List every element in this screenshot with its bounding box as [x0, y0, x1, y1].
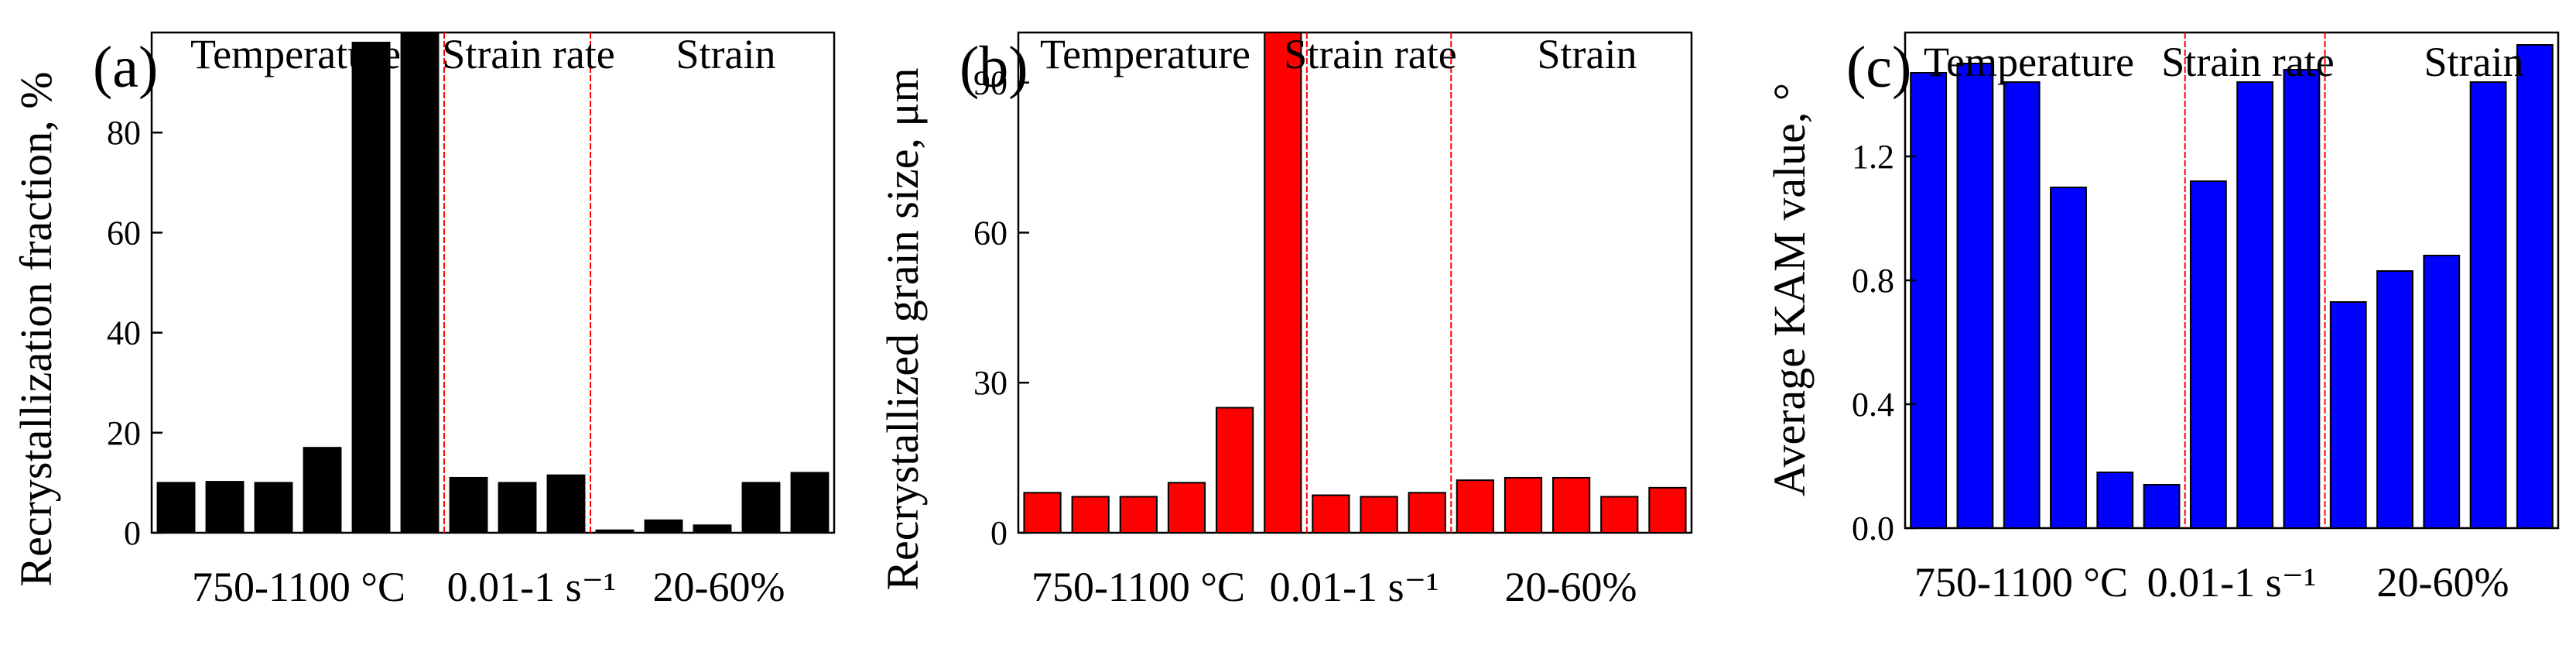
- y-axis-label: Recrystallization fraction, %: [11, 71, 61, 586]
- group-title: Temperature: [1040, 31, 1250, 77]
- y-axis-label: Recrystallized grain size, μm: [877, 67, 928, 590]
- y-tick-label: 60: [973, 214, 1007, 252]
- bar-10: [2329, 301, 2367, 529]
- plot-frame: [1904, 31, 2560, 530]
- panel-a: 0 20 40 60 80 Recrystallization fraction, % (a…: [11, 31, 836, 610]
- y-tick-label: 0.4: [1852, 386, 1894, 424]
- bar-11: [1504, 476, 1543, 534]
- y-tick-label: 0.0: [1852, 510, 1894, 547]
- bar-14: [2516, 44, 2554, 529]
- bar-9: [546, 474, 586, 534]
- group-range-label: 0.01-1 s⁻¹: [1270, 564, 1439, 610]
- y-tick-label: 0.8: [1852, 262, 1894, 300]
- panel-label: (a): [93, 35, 158, 100]
- bar-8: [498, 482, 537, 534]
- y-tick-label: 60: [107, 214, 141, 252]
- panel-label: (c): [1846, 35, 1911, 100]
- y-tick-label: 40: [107, 314, 141, 352]
- group-title: Temperature: [190, 31, 401, 77]
- bar-6: [2143, 484, 2181, 529]
- bar-7: [449, 476, 488, 534]
- group-title: Strain: [676, 31, 776, 77]
- group-range-label: 20-60%: [1505, 564, 1637, 610]
- y-tick-label: 30: [973, 364, 1007, 402]
- group-range-label: 750-1100 °C: [192, 564, 405, 610]
- bar-1: [156, 482, 196, 534]
- bar-3: [1119, 496, 1158, 534]
- bar-6: [400, 32, 440, 534]
- y-tick-label: 0: [124, 514, 141, 552]
- panel-label: (b): [960, 35, 1028, 100]
- group-title: Strain: [2424, 39, 2524, 85]
- y-tick-label: 90: [973, 64, 1007, 102]
- bar-12: [1552, 476, 1591, 534]
- bar-8: [2236, 81, 2274, 529]
- bar-8: [1360, 496, 1398, 534]
- group-title: Strain rate: [2161, 39, 2334, 85]
- group-title: Strain rate: [1284, 31, 1456, 77]
- bar-10: [595, 529, 635, 534]
- bar-11: [644, 519, 683, 534]
- y-tick-label: 20: [107, 414, 141, 452]
- plot-frame: [1017, 31, 1693, 534]
- bar-7: [2189, 180, 2227, 529]
- group-range-label: 750-1100 °C: [1031, 564, 1245, 610]
- bar-10: [1456, 479, 1494, 534]
- group-range-label: 750-1100 °C: [1914, 559, 2128, 606]
- panel-c: 0.0 0.4 0.8 1.2 Average KAM value, ° (c) Tempe…: [1764, 31, 2560, 606]
- bar-7: [1312, 494, 1350, 534]
- group-range-label: 20-60%: [2377, 559, 2509, 606]
- bar-11: [2376, 270, 2414, 529]
- bar-1: [1023, 492, 1062, 534]
- bar-2: [205, 481, 245, 534]
- bar-14: [1648, 486, 1687, 534]
- y-tick-label: 80: [107, 114, 141, 152]
- y-tick-label: 1.2: [1852, 138, 1894, 176]
- bar-12: [693, 524, 732, 534]
- bar-14: [790, 472, 830, 534]
- bar-2: [1071, 496, 1110, 534]
- plot-frame: [150, 31, 836, 534]
- group-title: Temperature: [1924, 39, 2134, 85]
- bar-6: [1264, 32, 1302, 534]
- group-range-label: 0.01-1 s⁻¹: [447, 564, 617, 610]
- bar-5: [351, 41, 391, 534]
- bar-4: [303, 447, 342, 534]
- bar-13: [1600, 496, 1639, 534]
- group-range-label: 0.01-1 s⁻¹: [2147, 559, 2317, 606]
- bar-5: [2096, 472, 2134, 529]
- panels: 0 20 40 60 80 Recrystallization fraction, % (a…: [11, 31, 2560, 610]
- panel-b: 0 30 60 90 Recrystallized grain size, μm (b) T…: [877, 31, 1693, 610]
- bar-13: [2469, 81, 2507, 529]
- y-axis-label: Average KAM value, °: [1764, 83, 1815, 496]
- bar-2: [1956, 63, 1994, 529]
- bar-13: [741, 482, 781, 534]
- bar-12: [2423, 255, 2461, 529]
- bar-4: [1167, 482, 1206, 534]
- group-title: Strain rate: [442, 31, 614, 77]
- y-tick-label: 0: [990, 514, 1007, 552]
- group-range-label: 20-60%: [653, 564, 785, 610]
- bar-9: [1408, 492, 1446, 534]
- bar-3: [2003, 81, 2041, 529]
- bar-1: [1910, 72, 1948, 529]
- bar-5: [1216, 407, 1254, 534]
- group-title: Strain: [1538, 31, 1637, 77]
- bar-4: [2050, 187, 2087, 529]
- bar-9: [2283, 69, 2321, 529]
- bar-3: [254, 482, 293, 534]
